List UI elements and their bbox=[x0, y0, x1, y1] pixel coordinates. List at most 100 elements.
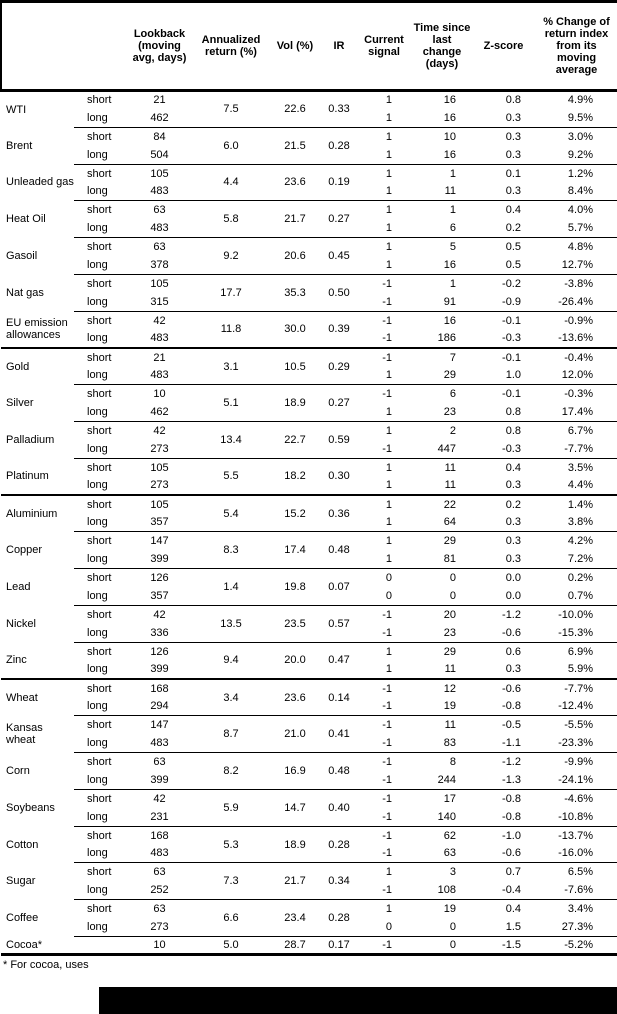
side-cell: short bbox=[74, 310, 124, 330]
lookback-cell: 357 bbox=[150, 589, 169, 602]
time-since-cell: 62 bbox=[413, 825, 471, 845]
ir-cell: 0.17 bbox=[323, 935, 355, 957]
time-since-cell: 64 bbox=[443, 516, 456, 529]
side-cell: long bbox=[87, 847, 108, 860]
z-score-cell: -0.3 bbox=[502, 332, 521, 345]
lookback-cell: 483 bbox=[150, 222, 169, 235]
pct-change-cell: -0.4% bbox=[536, 346, 617, 367]
side-cell: short bbox=[74, 273, 124, 293]
commodity-name-cell: Cotton bbox=[6, 838, 39, 851]
z-score-cell: -0.8 bbox=[471, 788, 536, 808]
table-row: long 273 1 11 0.3 4.4% bbox=[1, 476, 617, 496]
table-row: Coffee short 63 6.6 23.4 0.28 1 19 0.4 3.4% bbox=[1, 899, 617, 937]
table-row: Gold short 21 3.1 10.5 0.29 -1 7 -0.1 -0.4% bbox=[1, 346, 617, 385]
vol-cell: 20.6 bbox=[267, 237, 323, 275]
pct-change-cell: -23.3% bbox=[536, 734, 617, 753]
z-score-cell: -1.5 bbox=[471, 935, 536, 957]
pct-change-cell: 3.4% bbox=[536, 899, 617, 919]
time-since-cell: 7 bbox=[413, 346, 471, 367]
current-signal-cell: 1 bbox=[385, 111, 392, 124]
z-score-cell: 0.4 bbox=[471, 200, 536, 220]
side-cell: short bbox=[74, 899, 124, 919]
time-since-cell: 17 bbox=[413, 788, 471, 808]
table-row: Copper short 147 8.3 17.4 0.48 1 29 0.3 4.2% bbox=[1, 531, 617, 569]
lookback-cell: 294 bbox=[150, 700, 169, 713]
ir-cell: 0.48 bbox=[323, 752, 355, 790]
annualized-return-cell: 8.3 bbox=[195, 531, 267, 569]
time-since-cell: 1 bbox=[413, 163, 471, 183]
current-signal-cell: -1 bbox=[355, 677, 413, 698]
table-row: Kansas wheat short 147 8.7 21.0 0.41 -1 11 -0.5-… bbox=[1, 715, 617, 753]
vol-cell: 23.6 bbox=[267, 163, 323, 201]
header-vol: Vol (%) bbox=[267, 0, 323, 92]
z-score-cell: 0.2 bbox=[505, 222, 521, 235]
time-since-cell: 23 bbox=[443, 406, 456, 419]
commodity-name-cell: Gold bbox=[1, 346, 74, 385]
annualized-return-cell: 5.0 bbox=[195, 935, 267, 957]
time-since-cell: 11 bbox=[413, 457, 471, 477]
lookback-cell: 63 bbox=[124, 862, 195, 882]
current-signal-cell: 0 bbox=[385, 589, 392, 602]
header-annualized-return: Annualized return (%) bbox=[195, 0, 267, 92]
annualized-return-cell: 4.4 bbox=[195, 163, 267, 201]
z-score-cell: 0.7 bbox=[471, 862, 536, 882]
time-since-cell: 11 bbox=[413, 715, 471, 735]
current-signal-cell: -1 bbox=[355, 346, 413, 367]
pct-change-cell: -10.8% bbox=[536, 807, 617, 827]
vol-cell: 22.6 bbox=[284, 103, 306, 116]
ir-cell: 0.34 bbox=[323, 862, 355, 900]
annualized-return-cell: 7.3 bbox=[195, 862, 267, 900]
current-signal-cell: -1 bbox=[382, 626, 392, 639]
pct-change-cell: -16.0% bbox=[536, 844, 617, 863]
time-since-cell: 447 bbox=[437, 442, 456, 455]
annualized-return-cell: 5.5 bbox=[195, 457, 267, 496]
current-signal-cell: 1 bbox=[355, 126, 413, 146]
z-score-cell: -1.0 bbox=[471, 825, 536, 845]
vol-cell: 15.2 bbox=[267, 494, 323, 532]
time-since-cell: 23 bbox=[443, 626, 456, 639]
vol-cell: 21.7 bbox=[267, 862, 323, 900]
commodity-name-cell: Palladium bbox=[6, 433, 55, 446]
table-row: Nat gas short 105 17.7 35.3 0.50 -1 1 -0.2 -3.8% bbox=[1, 273, 617, 312]
table-row: Lead short 126 1.4 19.8 0.07 0 0 0.0 0.2% bbox=[1, 568, 617, 606]
commodity-name-cell: WTI bbox=[6, 103, 27, 116]
time-since-cell: 83 bbox=[443, 737, 456, 750]
commodity-name-cell: Unleaded gas bbox=[6, 176, 74, 189]
side-cell: long bbox=[87, 111, 108, 124]
time-since-cell: 63 bbox=[443, 847, 456, 860]
z-score-cell: -0.8 bbox=[502, 700, 521, 713]
vol-cell: 23.4 bbox=[267, 899, 323, 937]
table-body: WTI short 21 7.5 22.6 0.33 1 16 0.8 4.9% long 462 1 1… bbox=[1, 90, 617, 957]
lookback-cell: 378 bbox=[150, 258, 169, 271]
table-row: Nickel short 42 13.5 23.5 0.57 -1 20 -1.2 -10.0% bbox=[1, 604, 617, 643]
lookback-cell: 42 bbox=[124, 604, 195, 624]
time-since-cell: 20 bbox=[413, 604, 471, 624]
lookback-cell: 273 bbox=[150, 442, 169, 455]
side-cell: long bbox=[87, 700, 108, 713]
table-row: long 294 -1 19 -0.8 -12.4% bbox=[1, 697, 617, 716]
pct-change-cell: -7.7% bbox=[536, 677, 617, 698]
z-score-cell: 1.0 bbox=[505, 369, 521, 382]
table-row: long 231 -1 140 -0.8 -10.8% bbox=[1, 807, 617, 827]
table-row: long 462 1 23 0.8 17.4% bbox=[1, 403, 617, 422]
current-signal-cell: -1 bbox=[355, 310, 413, 330]
lookback-cell: 252 bbox=[150, 884, 169, 897]
vol-cell: 18.9 bbox=[267, 825, 323, 863]
pct-change-cell: -0.3% bbox=[536, 384, 617, 404]
annualized-return-cell: 6.0 bbox=[195, 126, 267, 165]
pct-change-cell: -7.6% bbox=[536, 881, 617, 900]
vol-cell: 17.4 bbox=[267, 531, 323, 569]
lookback-cell: 147 bbox=[124, 531, 195, 551]
z-score-cell: 0.3 bbox=[471, 531, 536, 551]
current-signal-cell: 1 bbox=[385, 479, 392, 492]
lookback-cell: 63 bbox=[124, 752, 195, 771]
header-pct-change: % Change of return index from its moving… bbox=[536, 0, 617, 92]
time-since-cell: 22 bbox=[413, 494, 471, 514]
table-row: Cocoa* 10 5.0 28.7 0.17 -1 0 -1.5 -5.2% bbox=[1, 935, 617, 957]
side-cell: long bbox=[87, 884, 108, 897]
current-signal-cell: -1 bbox=[382, 442, 392, 455]
z-score-cell: 0.2 bbox=[471, 494, 536, 514]
pct-change-cell: 3.0% bbox=[536, 126, 617, 146]
time-since-cell: 186 bbox=[437, 332, 456, 345]
